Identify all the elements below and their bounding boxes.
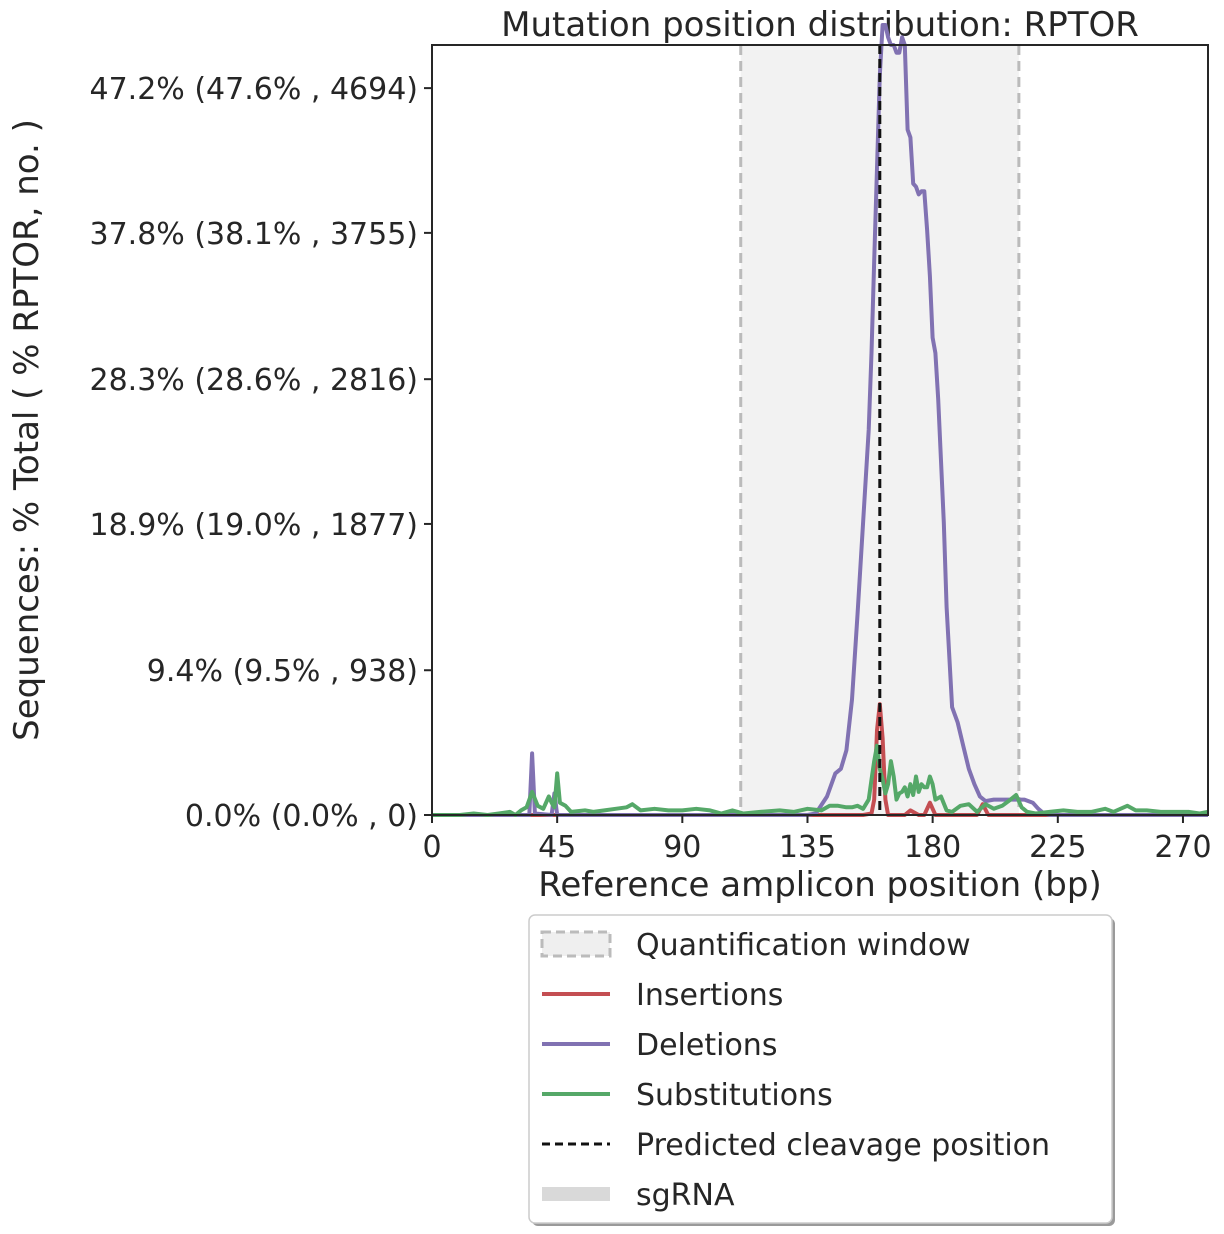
- plot-frame: [431, 44, 1209, 816]
- x-tick-label: 90: [663, 830, 701, 865]
- x-tick-label: 180: [904, 830, 961, 865]
- legend-handle-sgrna: [542, 1187, 610, 1201]
- x-tick-label: 0: [422, 830, 441, 865]
- series-line-substitutions: [432, 743, 1209, 817]
- y-tick-label: 0.0% (0.0% , 0): [185, 799, 418, 834]
- legend-label: Deletions: [636, 1028, 777, 1063]
- series-line-deletions: [432, 23, 1208, 817]
- y-tick-label: 47.2% (47.6% , 4694): [89, 72, 418, 107]
- legend-handle-quantification-window: [540, 930, 612, 958]
- legend: Quantification window Insertions Deletions…: [528, 914, 1115, 1226]
- legend-label: Substitutions: [636, 1078, 833, 1113]
- y-tick-label: 18.9% (19.0% , 1877): [89, 508, 418, 543]
- legend-label: Predicted cleavage position: [636, 1128, 1050, 1163]
- axes: 0 45 90 135 180 225 270 0.0% (0.0% , 0) 9.4% (9.…: [89, 44, 1212, 865]
- y-tick-label: 37.8% (38.1% , 3755): [89, 217, 418, 252]
- x-tick-label: 135: [779, 830, 836, 865]
- x-tick-label: 45: [538, 830, 576, 865]
- y-tick-label: 28.3% (28.6% , 2816): [89, 363, 418, 398]
- legend-label: Insertions: [636, 978, 783, 1013]
- chart-title: Mutation position distribution: RPTOR: [501, 5, 1139, 45]
- y-axis-label: Sequences: % Total ( % RPTOR, no. ): [7, 119, 47, 741]
- legend-label: Quantification window: [636, 928, 971, 963]
- x-tick-label: 270: [1154, 830, 1211, 865]
- x-axis-label: Reference amplicon position (bp): [538, 865, 1101, 905]
- plot-area: [432, 23, 1209, 817]
- y-tick-label: 9.4% (9.5% , 938): [147, 654, 418, 689]
- legend-box: [528, 914, 1113, 1224]
- legend-label: sgRNA: [636, 1178, 735, 1213]
- x-tick-label: 225: [1029, 830, 1086, 865]
